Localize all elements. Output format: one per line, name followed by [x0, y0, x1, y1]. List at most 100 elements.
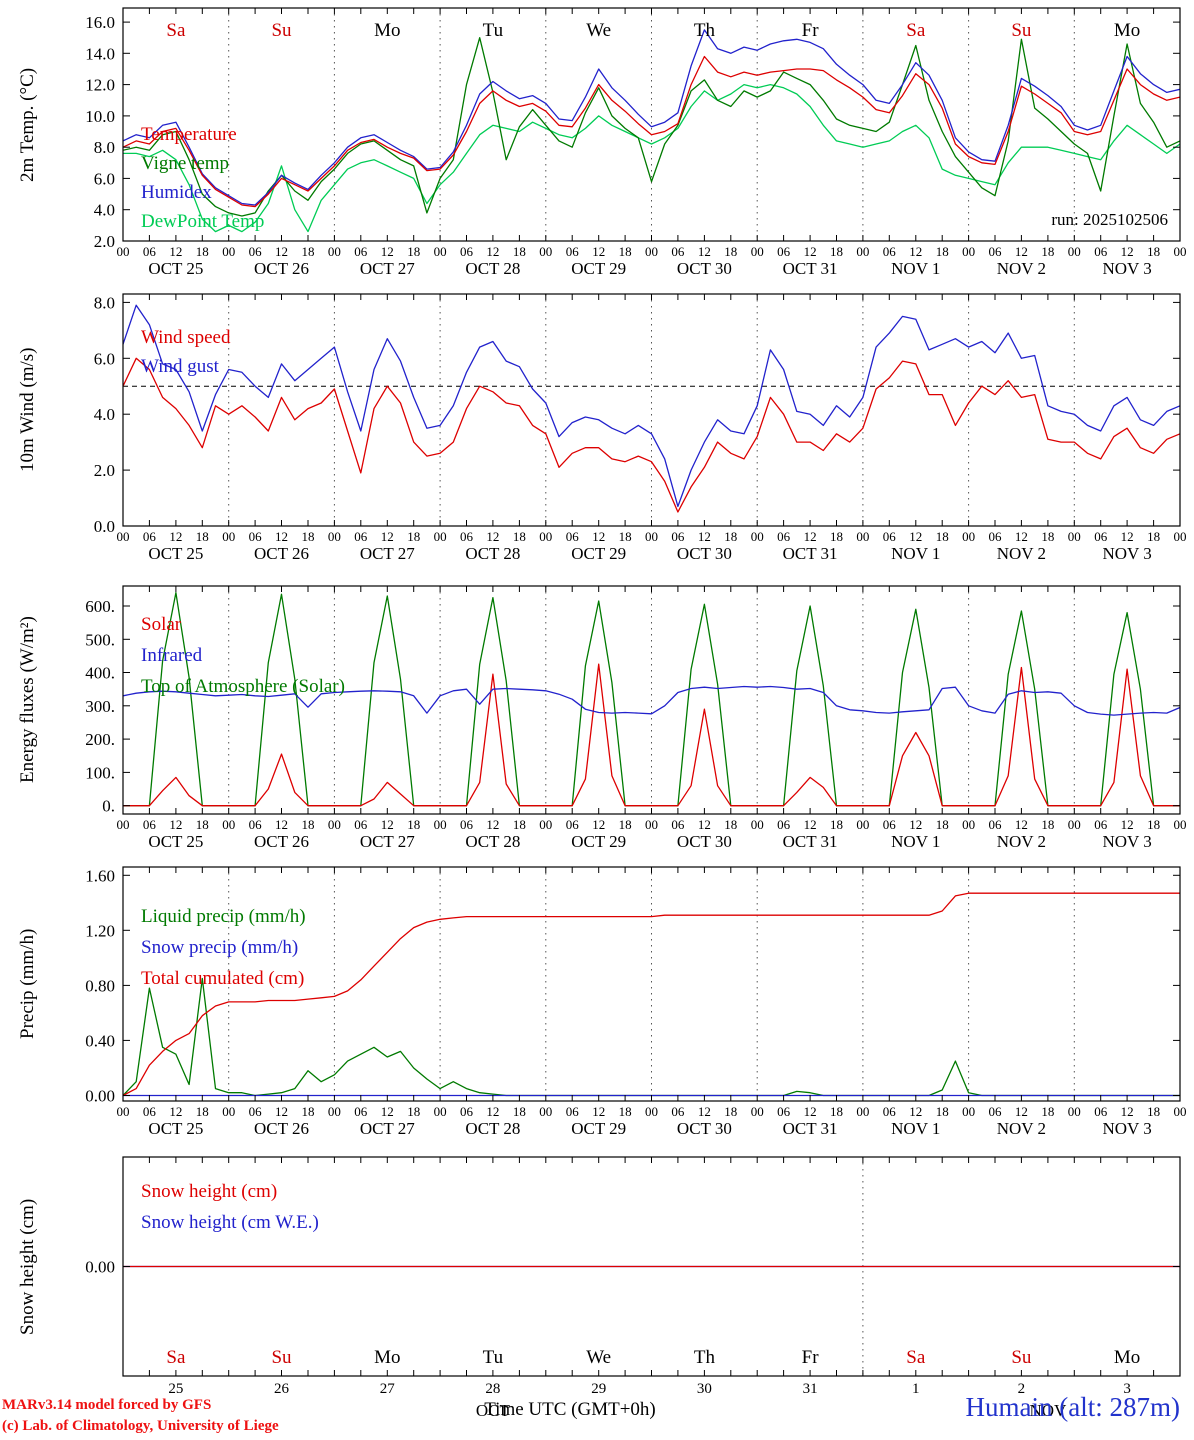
hour-label: 00: [1067, 1104, 1081, 1119]
hour-label: 12: [486, 244, 500, 259]
hour-label: 06: [1094, 817, 1108, 832]
hour-label: 12: [1014, 529, 1028, 544]
hour-label: 18: [618, 1104, 632, 1119]
y-tick-label: 0.00: [85, 1258, 115, 1277]
date-label: OCT 30: [676, 544, 732, 563]
date-label: NOV 3: [1102, 259, 1152, 278]
y-tick-label: 0.40: [85, 1031, 115, 1050]
hour-label: 18: [618, 529, 632, 544]
y-tick-label: 0.0: [94, 517, 115, 536]
hour-label: 00: [856, 817, 870, 832]
hour-label: 18: [407, 817, 421, 832]
day-number-label: 28: [485, 1381, 501, 1397]
y-tick-label: 2.0: [94, 232, 115, 251]
day-name-label: Th: [694, 1347, 716, 1368]
hour-label: 12: [592, 244, 606, 259]
hour-label: 00: [645, 244, 658, 259]
bottom-day-numbers: 25 26 27 28 29 30 31 1 2 3: [123, 1381, 1180, 1401]
day-name-label: Mo: [374, 1347, 400, 1368]
y-tick-label: 12.0: [85, 76, 115, 95]
hour-label: 18: [1147, 817, 1161, 832]
y-tick-label: 1.20: [85, 921, 115, 940]
hour-label: 12: [1014, 244, 1028, 259]
hour-label: 06: [1094, 244, 1108, 259]
hour-label: 12: [803, 817, 817, 832]
day-number-label: 29: [591, 1381, 607, 1397]
hour-label: 00: [856, 244, 870, 259]
hour-label: 18: [195, 244, 209, 259]
day-name-label: Sa: [906, 1347, 926, 1368]
hour-label: 00: [222, 244, 236, 259]
hour-label: 18: [618, 817, 632, 832]
series-total-cumulated: [123, 892, 1180, 1097]
date-label: NOV 2: [996, 832, 1047, 851]
day-name-label: Tu: [483, 1347, 504, 1368]
wind-plot: 0.0 2.0 4.0 6.0 8.0 Wind speed Wind gust: [94, 293, 1181, 536]
hour-label: 18: [1041, 529, 1055, 544]
y-tick-label: 1.60: [85, 866, 115, 885]
hour-label: 18: [407, 1104, 421, 1119]
day-name-label: Mo: [374, 20, 400, 41]
date-label: NOV 3: [1102, 832, 1152, 851]
hour-label: 06: [882, 244, 896, 259]
y-axis-label-wind: 10m Wind (m/s): [17, 347, 38, 473]
hour-label: 00: [962, 1104, 976, 1119]
y-tick-label: 10.0: [85, 107, 115, 126]
hour-label: 00: [1173, 529, 1187, 544]
y-axis-label-temperature: 2m Temp. (°C): [17, 67, 38, 182]
hour-label: 06: [988, 529, 1002, 544]
hour-label: 12: [697, 1104, 711, 1119]
day-number-label: 1: [912, 1381, 920, 1397]
hour-label: 12: [1120, 1104, 1134, 1119]
temperature-plot: 2.0 4.0 6.0 8.0 10.0 12.0 14.0 16.0 Sa Su Mo Tu We Th…: [85, 7, 1181, 251]
hour-label: 18: [407, 529, 421, 544]
date-label: OCT 27: [359, 832, 415, 851]
hour-label: 12: [803, 529, 817, 544]
hour-label: 00: [856, 1104, 870, 1119]
hour-label: 18: [1041, 244, 1055, 259]
legend-dewpoint-temp: DewPoint Temp: [141, 211, 264, 232]
hour-label: 06: [1094, 529, 1108, 544]
hour-label: 06: [565, 529, 579, 544]
hour-label: 06: [248, 1104, 262, 1119]
date-label: NOV 2: [996, 1119, 1047, 1138]
date-label: OCT 26: [254, 832, 309, 851]
hour-label: 18: [301, 817, 315, 832]
hour-label: 00: [433, 529, 447, 544]
hour-label: 18: [935, 1104, 949, 1119]
hour-label: 18: [301, 1104, 315, 1119]
date-label: OCT 30: [676, 259, 732, 278]
y-axis-label-snow: Snow height (cm): [17, 1198, 38, 1335]
hour-label: 18: [1041, 1104, 1055, 1119]
plot-border: [122, 866, 1181, 1102]
hour-label: 06: [248, 529, 262, 544]
hour-label: 12: [1014, 817, 1028, 832]
hour-label: 18: [512, 529, 526, 544]
hour-label: 00: [116, 244, 130, 259]
series-vigne-temp: [123, 37, 1180, 217]
legend-wind-gust: Wind gust: [141, 356, 220, 377]
hour-label: 12: [592, 1104, 606, 1119]
date-labels-energy: OCT 25 OCT 26 OCT 27 OCT 28 OCT 29 OCT 30 OCT …: [123, 832, 1180, 852]
legend-total-cumulated-cm: Total cumulated (cm): [141, 968, 304, 989]
day-name-label: Mo: [1114, 1347, 1140, 1368]
hour-label: 06: [777, 529, 791, 544]
date-label: OCT 27: [359, 1119, 415, 1138]
hour-label: 00: [327, 529, 341, 544]
hour-label: 12: [275, 244, 288, 259]
hour-label: 00: [645, 529, 658, 544]
hour-label: 00: [962, 817, 976, 832]
hour-label: 06: [142, 817, 156, 832]
date-label: OCT 30: [676, 1119, 732, 1138]
hour-label: 00: [1067, 529, 1081, 544]
hour-label: 12: [592, 817, 606, 832]
hour-label: 12: [486, 529, 500, 544]
day-name-label: Su: [1011, 20, 1032, 41]
hour-label: 06: [882, 1104, 896, 1119]
day-number-label: 26: [274, 1381, 289, 1397]
day-name-label: Mo: [1114, 20, 1140, 41]
y-tick-label: 16.0: [85, 13, 115, 32]
hour-label: 18: [724, 1104, 738, 1119]
date-label: NOV 1: [891, 832, 941, 851]
hour-label: 00: [645, 1104, 658, 1119]
